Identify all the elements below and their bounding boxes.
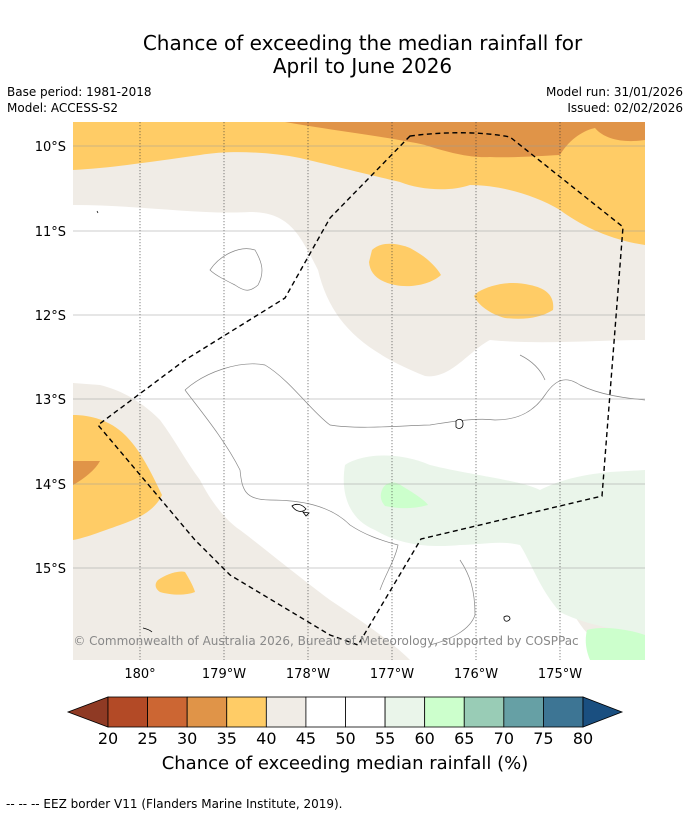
- colorbar-cells: [107, 696, 584, 728]
- islands: [96, 210, 511, 633]
- colorbar: 20 25 30 35 40 45 50 55 60 65 70 75 80: [66, 696, 624, 748]
- colorbar-tick-label: 70: [494, 729, 514, 748]
- lat-label-12s: 12°S: [35, 309, 66, 324]
- lat-labels: 10°S 11°S 12°S 13°S 14°S 15°S: [35, 140, 66, 577]
- lat-label-15s: 15°S: [35, 562, 66, 577]
- dark-orange-region-west: [73, 461, 100, 485]
- orange-blob-east-2: [474, 282, 554, 319]
- lon-label-176w: 176°W: [454, 667, 498, 682]
- colorbar-high-arrow: [582, 696, 624, 728]
- colorbar-cell: [384, 696, 426, 728]
- lon-label-180: 180°: [124, 667, 155, 682]
- colorbar-tick-label: 50: [335, 729, 355, 748]
- colorbar-tick-label: 20: [98, 729, 118, 748]
- colorbar-tick-label: 65: [454, 729, 474, 748]
- contour-lines: [184, 248, 645, 646]
- model-run-text: Model run: 31/01/2026: [545, 85, 683, 99]
- colorbar-cell: [424, 696, 465, 728]
- map-title-line1: Chance of exceeding the median rainfall …: [142, 31, 583, 55]
- lat-label-14s: 14°S: [35, 478, 66, 493]
- meta-left: Base period: 1981-2018 Model: ACCESS-S2: [7, 84, 152, 116]
- colorbar-tick-label: 40: [256, 729, 276, 748]
- green-band-60-65-b: [585, 627, 645, 660]
- eez-legend-note: -- -- -- EEZ border V11 (Flanders Marine…: [6, 797, 343, 811]
- colorbar-cell: [107, 696, 148, 728]
- dark-orange-band-north: [285, 122, 645, 158]
- copyright-text: © Commonwealth of Australia 2026, Bureau…: [73, 634, 578, 648]
- colorbar-tick-label: 80: [573, 729, 593, 748]
- colorbar-tick-label: 55: [375, 729, 395, 748]
- colorbar-cell: [305, 696, 346, 728]
- lon-labels: 180° 179°W 178°W 177°W 176°W 175°W: [124, 667, 582, 682]
- colorbar-cell: [265, 696, 307, 728]
- model-text: Model: ACCESS-S2: [7, 101, 119, 115]
- colorbar-tick-label: 75: [533, 729, 553, 748]
- colorbar-low-arrow: [66, 696, 109, 728]
- lon-label-175w: 175°W: [538, 667, 582, 682]
- issued-text: Issued: 02/02/2026: [567, 101, 683, 115]
- colorbar-cell: [186, 696, 228, 728]
- lat-label-10s: 10°S: [35, 140, 66, 155]
- base-period-text: Base period: 1981-2018: [7, 85, 152, 99]
- lon-label-179w: 179°W: [202, 667, 246, 682]
- green-band-60-65-a: [380, 482, 428, 509]
- lon-label-177w: 177°W: [370, 667, 414, 682]
- colorbar-tick-label: 60: [414, 729, 434, 748]
- colorbar-tick-label: 45: [296, 729, 316, 748]
- graticule: [73, 122, 645, 660]
- eez-border: [96, 132, 624, 646]
- orange-blob-east-1: [369, 243, 441, 287]
- meta-right: Model run: 31/01/2026 Issued: 02/02/2026: [546, 84, 683, 116]
- orange-region-west: [73, 415, 162, 540]
- colorbar-label: Chance of exceeding median rainfall (%): [161, 753, 529, 774]
- lon-label-178w: 178°W: [286, 667, 330, 682]
- colorbar-cell: [543, 696, 584, 728]
- lat-label-13s: 13°S: [35, 393, 66, 408]
- orange-blob-south: [155, 571, 195, 595]
- colorbar-tick-label: 25: [137, 729, 157, 748]
- colorbar-ticks: 20 25 30 35 40 45 50 55 60 65 70 75 80: [98, 729, 593, 748]
- colorbar-cell: [463, 696, 505, 728]
- colorbar-cell: [226, 696, 267, 728]
- colorbar-cell: [503, 696, 544, 728]
- map-plot-area: © Commonwealth of Australia 2026, Bureau…: [73, 122, 645, 660]
- colorbar-cell: [345, 696, 386, 728]
- white-region-west: [73, 296, 175, 355]
- colorbar-cell: [147, 696, 188, 728]
- lat-label-11s: 11°S: [35, 225, 66, 240]
- colorbar-tick-label: 35: [217, 729, 237, 748]
- map-title-line2: April to June 2026: [272, 54, 453, 78]
- colorbar-tick-label: 30: [177, 729, 197, 748]
- white-region-main: [73, 205, 645, 660]
